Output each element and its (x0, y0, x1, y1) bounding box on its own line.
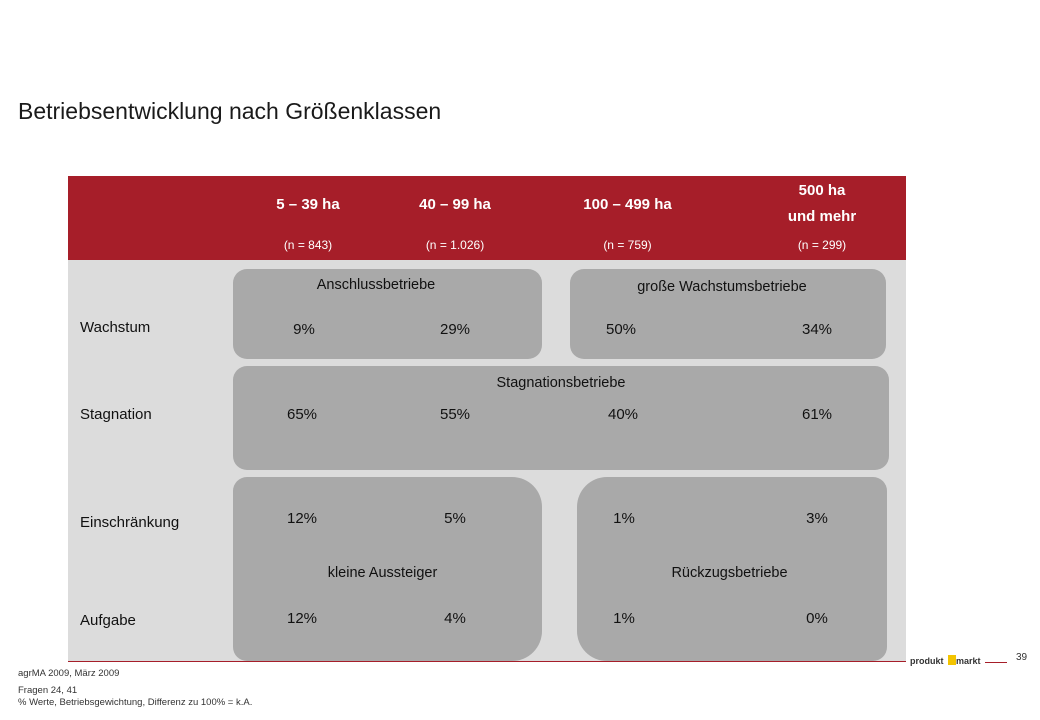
row-label-aufgabe: Aufgabe (80, 612, 136, 629)
cell-value: 1% (613, 510, 635, 527)
column-header-4-line1: 500 ha (798, 182, 846, 199)
group-box-rueckzugsbetriebe (577, 477, 887, 661)
cell-value: 3% (806, 510, 828, 527)
group-box-kleine-aussteiger (233, 477, 542, 661)
column-n-1: (n = 843) (283, 238, 333, 252)
page-title: Betriebsentwicklung nach Größenklassen (18, 98, 442, 124)
footer-source: agrMA 2009, März 2009 (18, 668, 120, 679)
page-number: 39 (1016, 652, 1028, 663)
cell-value: 12% (286, 510, 318, 527)
logo-text-left: produkt (910, 656, 944, 666)
cell-value: 29% (439, 321, 471, 338)
cell-value: 65% (286, 406, 318, 423)
group-box-anschlussbetriebe (233, 269, 542, 359)
cell-value: 55% (439, 406, 471, 423)
row-label-wachstum: Wachstum (80, 319, 151, 336)
column-n-4: (n = 299) (797, 238, 847, 252)
group-label-kleine-aussteiger: kleine Aussteiger (327, 565, 438, 581)
logo-rule (985, 662, 1007, 663)
group-label-rueckzugsbetriebe: Rückzugsbetriebe (671, 565, 788, 581)
column-header-4-line2: und mehr (787, 208, 857, 225)
cell-value: 12% (286, 610, 318, 627)
footer-note: % Werte, Betriebsgewichtung, Differenz z… (18, 697, 253, 708)
cell-value: 5% (444, 510, 466, 527)
table-bottom-rule (68, 661, 906, 662)
table-header (68, 176, 906, 260)
group-label-anschlussbetriebe: Anschlussbetriebe (316, 277, 436, 293)
group-box-wachstumsbetriebe (570, 269, 886, 359)
column-header-2: 40 – 99 ha (419, 196, 491, 213)
cell-value: 34% (801, 321, 833, 338)
column-header-3: 100 – 499 ha (583, 196, 672, 213)
logo-text-right: markt (956, 656, 981, 666)
column-header-1: 5 – 39 ha (276, 196, 340, 213)
cell-value: 40% (607, 406, 639, 423)
column-n-2: (n = 1.026) (425, 238, 485, 252)
cell-value: 50% (605, 321, 637, 338)
cell-value: 1% (613, 610, 635, 627)
cell-value: 4% (444, 610, 466, 627)
row-label-einschraenkung: Einschränkung (80, 514, 180, 531)
logo-mark-icon (948, 655, 956, 665)
cell-value: 0% (806, 610, 828, 627)
produktmarkt-logo: produkt markt (910, 653, 981, 669)
cell-value: 9% (293, 321, 315, 338)
group-label-wachstumsbetriebe: große Wachstumsbetriebe (637, 279, 807, 295)
column-n-3: (n = 759) (603, 238, 652, 252)
cell-value: 61% (801, 406, 833, 423)
group-box-stagnationsbetriebe (233, 366, 889, 470)
group-label-stagnationsbetriebe: Stagnationsbetriebe (496, 375, 626, 391)
footer-questions: Fragen 24, 41 (18, 685, 78, 696)
row-label-stagnation: Stagnation (80, 406, 152, 423)
